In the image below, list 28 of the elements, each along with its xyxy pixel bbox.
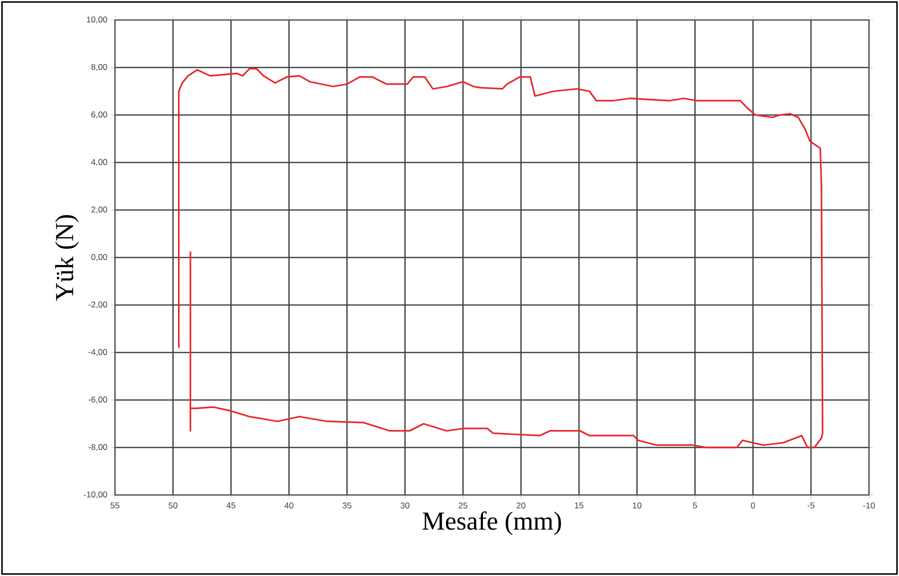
y-tick-label: -4,00 xyxy=(88,348,108,356)
x-tick-label: 50 xyxy=(168,502,178,508)
x-tick-label: 25 xyxy=(458,502,468,508)
x-axis-title: Mesafe (mm) xyxy=(422,511,561,536)
x-tick-label: 20 xyxy=(516,502,526,508)
x-tick-label: 10 xyxy=(632,502,642,508)
y-tick-label: -8,00 xyxy=(88,444,108,451)
y-tick-label: 2,00 xyxy=(91,206,108,214)
line-series xyxy=(178,68,824,448)
x-tick-label: 35 xyxy=(342,502,352,508)
x-tick-label: 55 xyxy=(110,502,120,508)
y-tick-label: 0,00 xyxy=(91,254,108,261)
x-tick-label: 40 xyxy=(284,502,294,508)
x-tick-label: 5 xyxy=(692,502,697,508)
y-tick-label: 8,00 xyxy=(91,64,108,71)
x-tick-label: 45 xyxy=(226,502,236,508)
y-tick-label: 6,00 xyxy=(91,111,108,118)
y-tick-label: -6,00 xyxy=(88,396,108,404)
x-tick-label: 30 xyxy=(400,502,410,508)
x-tick-label: 15 xyxy=(574,502,584,508)
y-axis-title: Yük (N) xyxy=(55,215,79,301)
y-tick-label: -2,00 xyxy=(88,301,108,308)
x-tick-label: 0 xyxy=(750,502,756,508)
y-tick-label: 10,00 xyxy=(86,16,108,24)
x-tick-label: -5 xyxy=(808,502,814,508)
y-tick-label: -10,00 xyxy=(84,491,108,498)
x-tick-label: -10 xyxy=(863,502,875,508)
y-tick-label: 4,00 xyxy=(91,158,108,166)
